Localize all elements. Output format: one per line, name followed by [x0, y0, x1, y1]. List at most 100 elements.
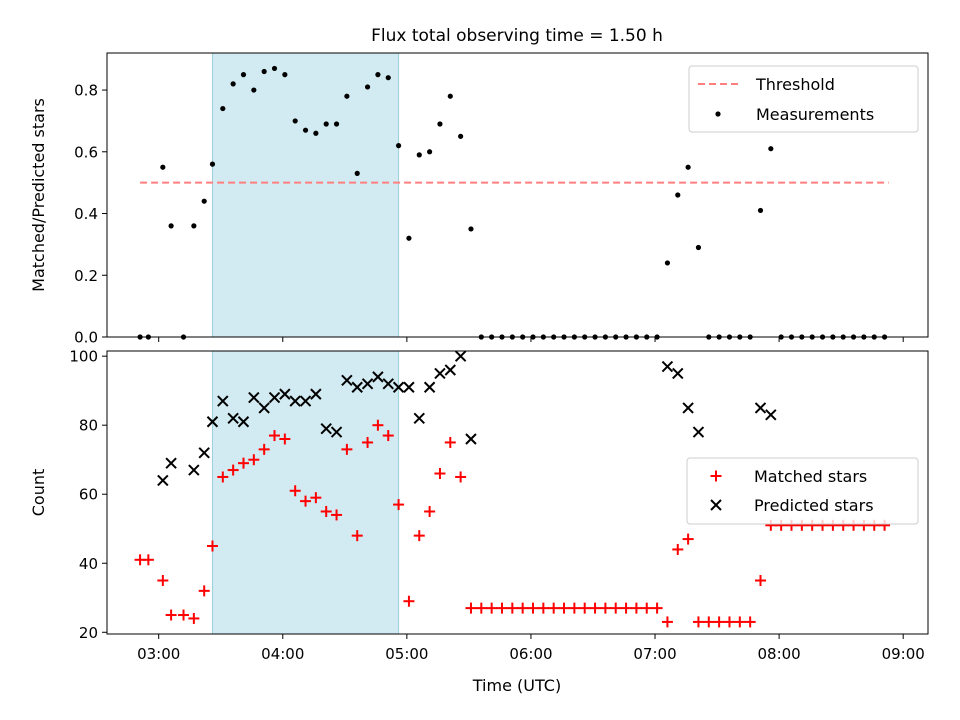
matched-star-point [279, 433, 291, 445]
matched-star-point [434, 468, 446, 480]
x-tick-label: 09:00 [882, 645, 925, 663]
count-panel: 03:00 04:00 05:00 06:00 07:00 08:00 09:00 20 40… [29, 348, 929, 695]
predicted-star-point [444, 364, 456, 376]
predicted-star-point [188, 464, 200, 476]
matched-star-point [610, 602, 622, 614]
predicted-star-point [206, 416, 219, 428]
predicted-star-point [692, 426, 705, 438]
matched-star-point [393, 499, 405, 511]
measurement-point [395, 143, 402, 149]
measurement-point [201, 198, 207, 204]
y-tick-label: 20 [79, 624, 98, 642]
predicted-star-point [682, 402, 694, 414]
measurement-point [757, 207, 764, 214]
ratio-legend-box [688, 65, 919, 133]
predicted-star-point [413, 412, 425, 425]
measurement-point [333, 121, 340, 127]
matched-star-point [506, 602, 518, 614]
matched-star-point [217, 471, 229, 483]
predicted-star-point [299, 395, 312, 407]
matched-star-point [537, 602, 549, 614]
measurement-point [468, 226, 474, 232]
measurement-point [685, 164, 691, 170]
predicted-star-point [341, 374, 353, 387]
ratio-plot-frame [106, 52, 929, 338]
measurement-point [675, 192, 681, 198]
matched-star-point [620, 602, 632, 614]
measurement-point [768, 146, 774, 152]
matched-star-point [579, 602, 591, 614]
predicted-star-point [330, 426, 343, 438]
predicted-star-point [403, 381, 415, 393]
predicted-star-point [165, 457, 177, 469]
count-y-ticks: 20 40 60 80 100 [69, 348, 107, 642]
x-tick-label: 08:00 [757, 645, 800, 663]
matched-star-point [713, 616, 725, 628]
measurement-point [191, 223, 197, 229]
matched-star-point [558, 602, 570, 614]
predicted-star-point [227, 412, 239, 425]
measurement-point [695, 244, 702, 251]
count-legend-box [686, 457, 919, 525]
matched-star-point [527, 602, 539, 614]
matched-star-point [589, 602, 601, 614]
predicted-star-point [198, 447, 210, 459]
y-tick-label: 40 [79, 555, 98, 573]
x-tick-label: 06:00 [509, 645, 552, 663]
matched-star-point [754, 575, 766, 587]
matched-star-point [165, 609, 177, 621]
matched-star-point [630, 602, 642, 614]
y-tick-label: 60 [79, 486, 98, 504]
measurement-point [302, 127, 309, 133]
matched-star-point [269, 430, 281, 442]
matched-star-point [692, 616, 704, 628]
legend-measurements-swatch [715, 111, 721, 117]
y-tick-label: 100 [69, 348, 98, 366]
matched-star-point [248, 454, 260, 466]
ratio-x-ticks [158, 337, 904, 342]
matched-star-point [227, 464, 239, 476]
measurement-point [375, 72, 381, 78]
legend-matched-label: Matched stars [754, 467, 867, 486]
predicted-star-point [454, 350, 467, 362]
matched-star-point [320, 505, 332, 517]
plus-marker [710, 470, 722, 482]
matched-star-point [641, 602, 653, 614]
predicted-star-point [217, 395, 229, 407]
measurement-point [385, 75, 391, 81]
matched-star-point [682, 533, 694, 545]
matched-star-point [382, 430, 394, 442]
predicted-star-point [258, 402, 270, 414]
predicted-star-point [157, 474, 169, 487]
matched-star-point [517, 602, 529, 614]
x-marker [710, 499, 722, 511]
measurement-point [437, 121, 443, 127]
measurement-point [313, 130, 319, 136]
measurement-point [261, 68, 267, 75]
measurement-point [251, 87, 257, 93]
matched-star-point [548, 602, 560, 614]
matched-star-point [237, 457, 249, 469]
count-x-ticks: 03:00 04:00 05:00 06:00 07:00 08:00 09:00 [137, 634, 925, 663]
legend-matched-swatch [710, 470, 722, 482]
measurement-point [344, 93, 350, 99]
matched-star-point [331, 509, 343, 521]
matched-star-point [744, 616, 756, 628]
ratio-panel: Flux total observing time = 1.50 h 0.00.… [29, 26, 929, 347]
predicted-star-point [361, 378, 374, 390]
chart-title: Flux total observing time = 1.50 h [371, 26, 663, 46]
measurement-point [406, 235, 412, 241]
ratio-legend: Threshold Measurements [688, 65, 919, 133]
measurement-point [416, 152, 422, 158]
matched-star-point [372, 419, 384, 431]
y-tick-label: 0.0 [74, 329, 98, 347]
count-y-axis-label: Count [29, 469, 48, 517]
predicted-star-point [320, 422, 332, 435]
matched-star-point [362, 436, 374, 448]
y-tick-label: 80 [79, 417, 98, 435]
predicted-star-point [289, 395, 301, 407]
matched-star-point [341, 443, 353, 455]
observing-window-shade [211, 350, 400, 635]
matched-star-point [258, 443, 270, 455]
